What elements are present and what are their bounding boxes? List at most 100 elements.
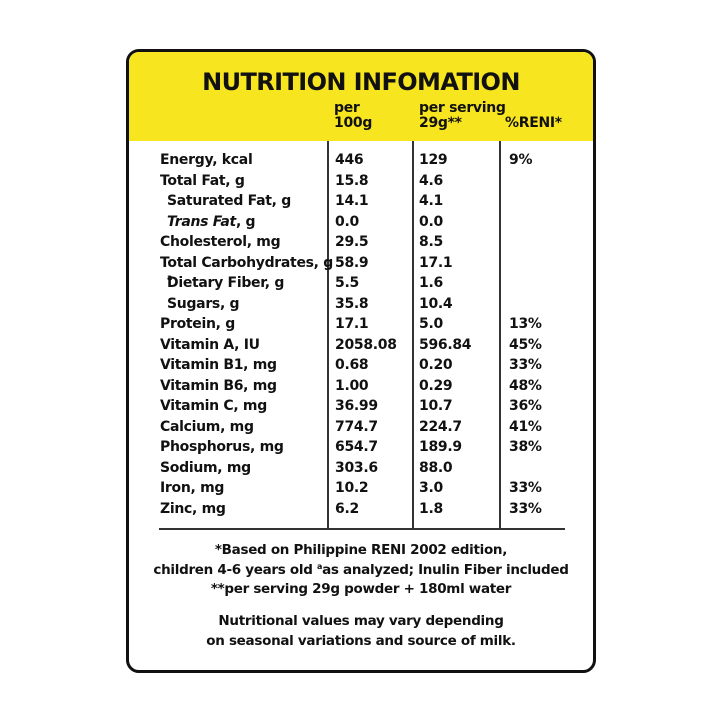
nutrient-name: Sugars, g <box>167 295 240 312</box>
value-per-serving: 10.7 <box>419 398 453 414</box>
value-per-serving: 5.0 <box>419 316 443 332</box>
nutrient-row-vitamin-c: Vitamin C, mg 36.99 10.7 36% <box>129 396 593 417</box>
nutrient-row-dietary-fiber: a Dietary Fiber, g 5.5 1.6 <box>129 273 593 294</box>
value-reni: 33% <box>509 500 542 517</box>
footnote-reni: *Based on Philippine RENI 2002 edition, <box>214 542 508 558</box>
col-reni-header: %RENI* <box>505 115 562 131</box>
value-per-100g: 17.1 <box>335 316 369 332</box>
value-per-serving: 4.6 <box>419 172 443 189</box>
nutrient-name: a Dietary Fiber, g <box>167 273 284 293</box>
col-per-serving-header-line1: per serving <box>419 100 506 116</box>
nutrient-name: Zinc, mg <box>160 500 226 517</box>
value-per-100g: 14.1 <box>335 193 369 209</box>
label-header: NUTRITION INFOMATION per 100g per servin… <box>129 52 593 141</box>
nutrition-label: NUTRITION INFOMATION per 100g per servin… <box>126 49 596 673</box>
nutrient-name: Total Carbohydrates, g <box>160 254 333 271</box>
nutrient-name: Vitamin B1, mg <box>160 357 277 373</box>
nutrient-name: Phosphorus, mg <box>160 439 284 455</box>
value-per-100g: 654.7 <box>335 439 378 455</box>
value-per-100g: 6.2 <box>335 500 359 517</box>
value-per-serving: 224.7 <box>419 418 462 435</box>
value-per-serving: 4.1 <box>419 193 443 209</box>
nutrient-name: Trans Fat, g <box>167 212 256 232</box>
nutrient-row-vitamin-a: Vitamin A, IU 2058.08 596.84 45% <box>129 335 593 356</box>
nutrient-name-unit: , g <box>235 213 256 230</box>
col-per-100g-header-line2: 100g <box>334 115 373 131</box>
value-reni: 41% <box>509 418 542 435</box>
nutrient-row-cholesterol: Cholesterol, mg 29.5 8.5 <box>129 232 593 253</box>
value-per-100g: 10.2 <box>335 480 369 496</box>
footnote-children: children 4-6 years old aas analyzed; Inu… <box>129 561 593 581</box>
value-per-serving: 0.0 <box>419 213 443 230</box>
value-per-100g: 5.5 <box>335 275 359 291</box>
column-divider-3 <box>499 141 501 529</box>
disclaimer: Nutritional values may vary depending on… <box>129 612 593 651</box>
nutrient-name: Saturated Fat, g <box>167 193 291 209</box>
value-per-100g: 774.7 <box>335 418 378 435</box>
nutrient-name: Total Fat, g <box>160 172 245 189</box>
nutrient-row-protein: Protein, g 17.1 5.0 13% <box>129 314 593 335</box>
table-bottom-rule <box>159 528 565 530</box>
nutrient-name-italic: Trans Fat <box>167 213 236 230</box>
value-per-serving: 1.6 <box>419 275 443 291</box>
value-per-serving: 0.20 <box>419 357 453 373</box>
nutrient-row-vitamin-b1: Vitamin B1, mg 0.68 0.20 33% <box>129 355 593 376</box>
value-reni: 33% <box>509 480 542 496</box>
nutrient-row-trans-fat: Trans Fat, g 0.0 0.0 <box>129 212 593 233</box>
value-per-serving: 0.29 <box>419 377 453 394</box>
value-per-serving: 1.8 <box>419 500 443 517</box>
nutrient-name: Energy, kcal <box>160 152 253 168</box>
value-per-100g: 0.68 <box>335 357 369 373</box>
value-reni: 48% <box>509 377 542 394</box>
footnote-marker-a: a <box>167 273 173 282</box>
col-per-serving-header: per serving 29g** <box>419 101 506 131</box>
value-reni: 33% <box>509 357 542 373</box>
value-per-100g: 446 <box>335 152 364 168</box>
footnote-analyzed-text: as analyzed; Inulin Fiber included <box>322 561 569 578</box>
col-per-100g-header-line1: per <box>334 100 360 116</box>
footnotes: *Based on Philippine RENI 2002 edition, … <box>129 541 593 600</box>
nutrient-row-total-fat: Total Fat, g 15.8 4.6 <box>129 171 593 192</box>
nutrient-row-saturated-fat: Saturated Fat, g 14.1 4.1 <box>129 191 593 212</box>
value-per-serving: 17.1 <box>419 254 453 271</box>
value-reni: 9% <box>509 152 533 168</box>
nutrient-name: Calcium, mg <box>160 418 254 435</box>
nutrient-name-text: Dietary Fiber, g <box>167 275 285 291</box>
value-per-100g: 303.6 <box>335 459 378 476</box>
nutrient-name: Cholesterol, mg <box>160 234 281 250</box>
column-divider-2 <box>412 141 414 529</box>
value-per-100g: 58.9 <box>335 254 369 271</box>
value-per-serving: 189.9 <box>419 439 462 455</box>
nutrient-row-calcium: Calcium, mg 774.7 224.7 41% <box>129 417 593 438</box>
disclaimer-line2: on seasonal variations and source of mil… <box>206 632 516 649</box>
value-per-100g: 36.99 <box>335 398 378 414</box>
value-per-serving: 129 <box>419 152 448 168</box>
nutrient-row-total-carbohydrates: Total Carbohydrates, g 58.9 17.1 <box>129 253 593 274</box>
nutrient-row-energy: Energy, kcal 446 129 9% <box>129 150 593 171</box>
nutrient-name: Vitamin A, IU <box>160 336 260 353</box>
col-per-100g-header: per 100g <box>334 101 372 131</box>
value-per-100g: 35.8 <box>335 295 369 312</box>
nutrient-row-sodium: Sodium, mg 303.6 88.0 <box>129 458 593 479</box>
nutrient-row-zinc: Zinc, mg 6.2 1.8 33% <box>129 499 593 520</box>
nutrient-name: Sodium, mg <box>160 459 251 476</box>
value-reni: 45% <box>509 336 542 353</box>
value-reni: 13% <box>509 316 542 332</box>
value-per-serving: 3.0 <box>419 480 443 496</box>
value-per-100g: 2058.08 <box>335 336 397 353</box>
value-per-100g: 29.5 <box>335 234 369 250</box>
label-title: NUTRITION INFOMATION <box>202 68 520 96</box>
footnote-marker-a: a <box>316 561 323 571</box>
nutrient-row-phosphorus: Phosphorus, mg 654.7 189.9 38% <box>129 437 593 458</box>
nutrient-name: Protein, g <box>160 316 235 332</box>
nutrient-name: Vitamin B6, mg <box>160 377 277 394</box>
value-per-100g: 15.8 <box>335 172 369 189</box>
col-per-serving-header-line2: 29g** <box>419 115 462 131</box>
value-reni: 36% <box>509 398 542 414</box>
footnote-serving: **per serving 29g powder + 180ml water <box>210 581 512 597</box>
disclaimer-line1: Nutritional values may vary depending <box>218 613 504 629</box>
nutrient-row-vitamin-b6: Vitamin B6, mg 1.00 0.29 48% <box>129 376 593 397</box>
value-per-serving: 88.0 <box>419 459 453 476</box>
nutrient-row-sugars: Sugars, g 35.8 10.4 <box>129 294 593 315</box>
nutrient-name: Iron, mg <box>160 480 225 496</box>
